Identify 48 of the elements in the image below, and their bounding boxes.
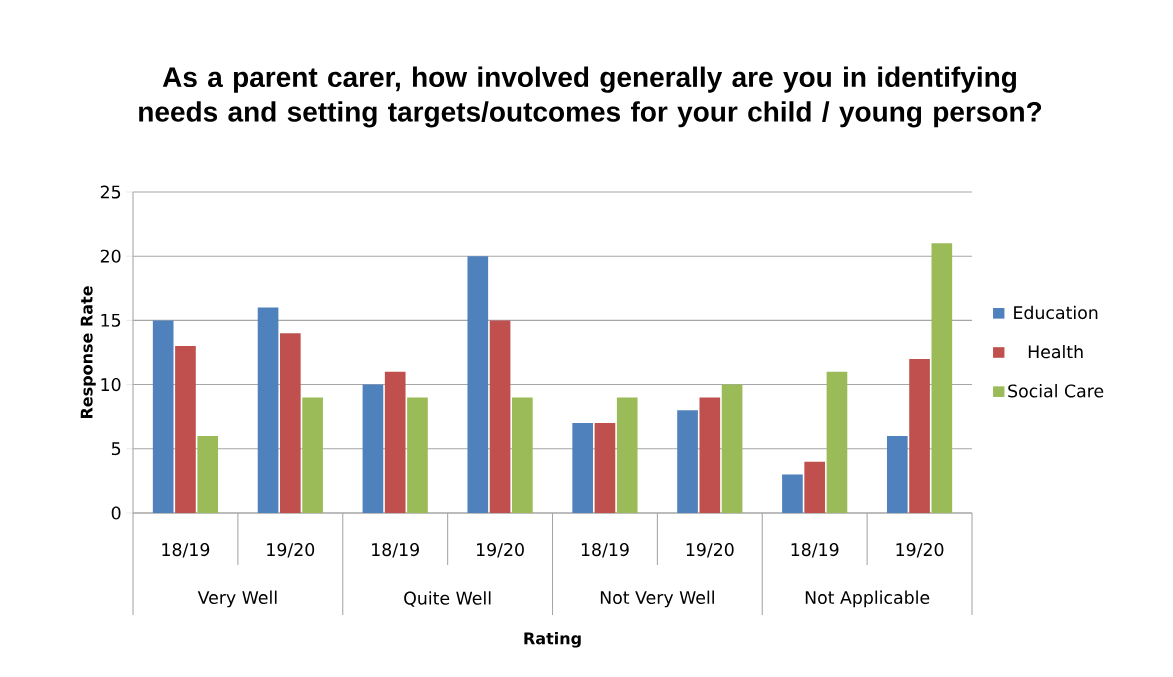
y-tick-label: 20 [100, 249, 121, 263]
bar [886, 435, 908, 513]
x-tick-label: 19/20 [477, 543, 524, 558]
bar [826, 371, 848, 513]
y-tick-label: 25 [100, 185, 121, 199]
bar [931, 243, 953, 513]
bar [152, 320, 174, 513]
bar [384, 371, 406, 513]
chart-title: As a parent carer, how involved generally are you in identifying needs and setting targets/outcomes for your child / young person? [139, 66, 1042, 128]
x-tick-label: 18/19 [581, 543, 629, 558]
bar [804, 461, 826, 513]
bar [362, 384, 384, 513]
bar [909, 358, 930, 513]
x-tick-label: 19/20 [686, 543, 734, 558]
text: Very Well [197, 590, 277, 608]
x-tick-label: 18/19 [162, 543, 210, 558]
y-tick-label: 0 [111, 506, 121, 520]
bar [594, 423, 616, 513]
bar [489, 320, 511, 513]
bar [782, 474, 803, 513]
bar [616, 397, 638, 513]
bar [721, 384, 743, 513]
text: Not Very Well [600, 590, 714, 608]
text: Quite Well [404, 591, 491, 607]
text: Not Applicable [805, 590, 930, 608]
bar [257, 307, 279, 513]
legend-label: Health [1028, 344, 1083, 359]
bar [677, 410, 698, 513]
y-tick-label: 5 [111, 442, 121, 456]
legend-label: Social Care [1008, 384, 1104, 398]
bar [407, 397, 428, 513]
bar [197, 435, 219, 513]
bar [512, 397, 533, 513]
bar [699, 397, 721, 513]
y-axis-title: Response Rate [80, 286, 96, 419]
y-tick-label: 10 [101, 378, 121, 392]
x-tick-label: 18/19 [791, 543, 839, 558]
bar [302, 397, 323, 513]
x-axis-title: Rating [524, 632, 581, 648]
x-tick-label: 19/20 [896, 543, 944, 558]
bar [279, 333, 301, 513]
x-tick-label: 18/19 [372, 543, 419, 558]
x-tick-label: 19/20 [267, 543, 315, 558]
bar [175, 346, 196, 513]
bar [467, 256, 489, 513]
legend-label: Education [1014, 305, 1098, 320]
bar [572, 423, 594, 513]
y-tick-label: 15 [101, 313, 121, 327]
